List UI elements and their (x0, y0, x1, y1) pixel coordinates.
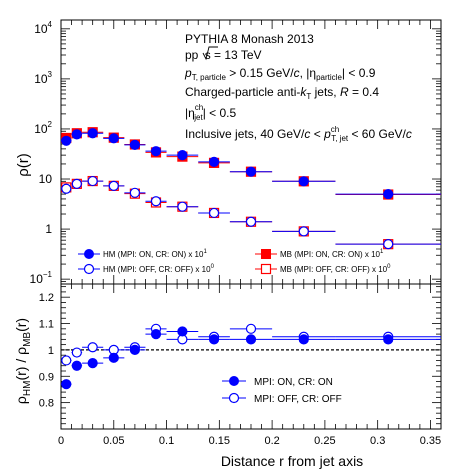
x-tick-label: 0.25 (314, 435, 335, 447)
top-y-tick-label: 1 (45, 222, 52, 236)
legend-mb-on-label: MB (MPI: ON, CR: ON) x 101 (280, 249, 384, 259)
top-y-tick-label: 102 (34, 120, 52, 136)
top-hm-on-point (245, 166, 257, 177)
bottom-legend: MPI: ON, CR: ON MPI: OFF, CR: OFF (222, 376, 342, 405)
x-tick-label: 0.15 (209, 435, 230, 447)
legend-mb-on-marker (261, 249, 271, 259)
annotation-line-3: pT, particle > 0.15 GeV/c, |ηparticle| <… (184, 66, 376, 82)
legend-off-label: MPI: OFF, CR: OFF (254, 394, 342, 405)
ratio-off-point (245, 323, 257, 334)
ratio-on-point (383, 334, 394, 345)
top-y-axis-title: ρ(r) (15, 153, 32, 177)
ratio-on-point (177, 326, 188, 337)
top-hm-off-point (71, 178, 82, 189)
legend-on-marker (229, 376, 239, 386)
x-tick-label: 0.35 (420, 435, 441, 447)
top-hm-off-point (87, 175, 98, 187)
ratio-on-point (87, 357, 98, 369)
legend-off-marker (228, 392, 240, 404)
ratio-on-point (208, 334, 220, 345)
annotation-line-5: |ηch jet| < 0.5 (185, 103, 237, 122)
top-hm-off-point (245, 216, 257, 227)
ratio-on-point (129, 344, 140, 356)
x-tick-label: 0 (58, 435, 64, 447)
x-tick-label: 0.05 (103, 435, 124, 447)
bottom-axes: 0.8 0.9 1 1.1 1.2 0 0.05 0.1 0.15 0.2 0.25 0.3 0.35 (39, 284, 442, 447)
bottom-series (61, 323, 441, 390)
ratio-on-point (245, 334, 257, 345)
legend-hm-off-marker (83, 263, 95, 275)
legend-mb-off-label: MB (MPI: OFF, CR: OFF) x 100 (280, 264, 391, 274)
sqrt-sign (202, 46, 218, 61)
top-legend: HM (MPI: ON, CR: ON) x 101 HM (MPI: OFF,… (78, 249, 391, 275)
top-hm-off-point (129, 187, 140, 198)
bottom-y-tick-label: 1 (48, 345, 54, 357)
legend-mb-off-marker (260, 263, 272, 275)
top-axes: 10−1 1 10 102 103 104 (30, 20, 442, 286)
top-hm-off-point (208, 207, 220, 219)
legend-hm-on-label: HM (MPI: ON, CR: ON) x 101 (103, 249, 207, 259)
x-axis-title: Distance r from jet axis (221, 453, 363, 469)
legend-on-label: MPI: ON, CR: ON (254, 377, 333, 388)
top-hm-on-point (129, 139, 140, 151)
top-hm-on-point (383, 188, 394, 200)
top-hm-on-point (108, 133, 119, 144)
top-hm-off-point (108, 180, 119, 191)
bottom-y-tick-label: 0.9 (39, 371, 54, 383)
legend-hm-off-label: HM (MPI: OFF, CR: OFF) x 100 (103, 264, 215, 274)
top-hm-off-point (61, 183, 72, 194)
top-hm-off-point (177, 201, 188, 212)
ratio-on-point (298, 334, 309, 345)
top-hm-on-point (87, 128, 98, 139)
annotation-line-6: Inclusive jets, 40 GeV/c < pch T, jet < 6… (185, 125, 412, 143)
bottom-y-tick-label: 1.2 (39, 292, 54, 304)
bottom-y-axis-title: ρHM(r) / ρMB(r) (13, 318, 33, 404)
ratio-on-point (108, 352, 119, 363)
top-y-tick-label: 103 (34, 70, 52, 86)
top-series (61, 127, 441, 250)
annotation-block: PYTHIA 8 Monash 2013 pp s = 13 TeV pT, p… (184, 32, 412, 143)
top-hm-on-point (177, 150, 188, 161)
top-hm-on-point (298, 176, 309, 187)
top-hm-on-point (150, 146, 162, 157)
annotation-line-4: Charged-particle anti-kT jets, R = 0.4 (185, 85, 379, 101)
top-hm-off-point (383, 239, 394, 250)
ratio-on-point (71, 360, 82, 371)
bottom-y-tick-label: 0.8 (39, 398, 54, 410)
annotation-line-2: pp s = 13 TeV (185, 48, 262, 62)
x-tick-label: 0.1 (159, 435, 174, 447)
x-tick-label: 0.3 (370, 435, 385, 447)
annotation-line-1: PYTHIA 8 Monash 2013 (185, 32, 314, 46)
top-hm-off-point (298, 226, 309, 237)
ratio-off-point (87, 342, 98, 353)
ratio-on-point (61, 379, 72, 390)
legend-hm-on-marker (84, 249, 94, 259)
top-hm-off-point (150, 196, 162, 207)
top-y-tick-label: 10 (39, 172, 53, 186)
top-hm-on-point (61, 135, 72, 146)
top-y-tick-label: 104 (34, 20, 52, 36)
ratio-on-point (150, 328, 162, 340)
x-tick-label: 0.2 (264, 435, 279, 447)
bottom-y-tick-label: 1.1 (39, 319, 54, 331)
top-y-tick-label: 10−1 (30, 270, 53, 286)
ratio-off-point (61, 355, 72, 366)
ratio-off-point (71, 347, 82, 358)
top-hm-on-point (208, 156, 220, 167)
top-hm-on-point (71, 129, 82, 140)
